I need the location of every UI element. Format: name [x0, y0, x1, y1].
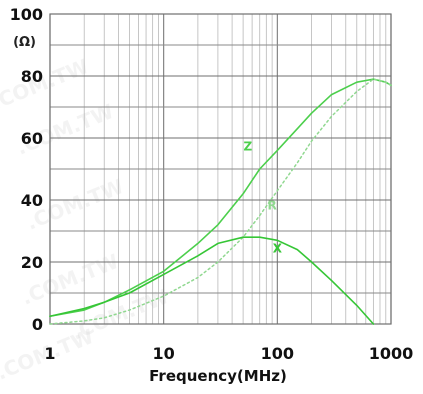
- x-tick-label-10: 10: [153, 344, 175, 363]
- x-axis-title: Frequency(MHz): [149, 367, 287, 385]
- y-tick-label-60: 60: [21, 129, 43, 148]
- series-group: [49, 78, 392, 325]
- y-tick-label-80: 80: [21, 67, 43, 86]
- x-tick-label-1: 1: [44, 344, 55, 363]
- series-r-line: [49, 78, 392, 325]
- y-axis-unit-label: (Ω): [13, 35, 36, 50]
- series-label-z: Z: [243, 139, 252, 153]
- x-tick-label-1000: 1000: [369, 344, 414, 363]
- plot-frame: [49, 13, 392, 325]
- y-tick-label-20: 20: [21, 253, 43, 272]
- series-z-line: [49, 78, 392, 318]
- series-label-x: X: [273, 242, 283, 256]
- y-tick-label-40: 40: [21, 191, 43, 210]
- y-tick-label-100: 100: [10, 5, 43, 24]
- series-x-line: [49, 236, 375, 325]
- series-label-r: R: [268, 198, 277, 212]
- x-tick-label-100: 100: [261, 344, 294, 363]
- y-tick-label-0: 0: [32, 315, 43, 334]
